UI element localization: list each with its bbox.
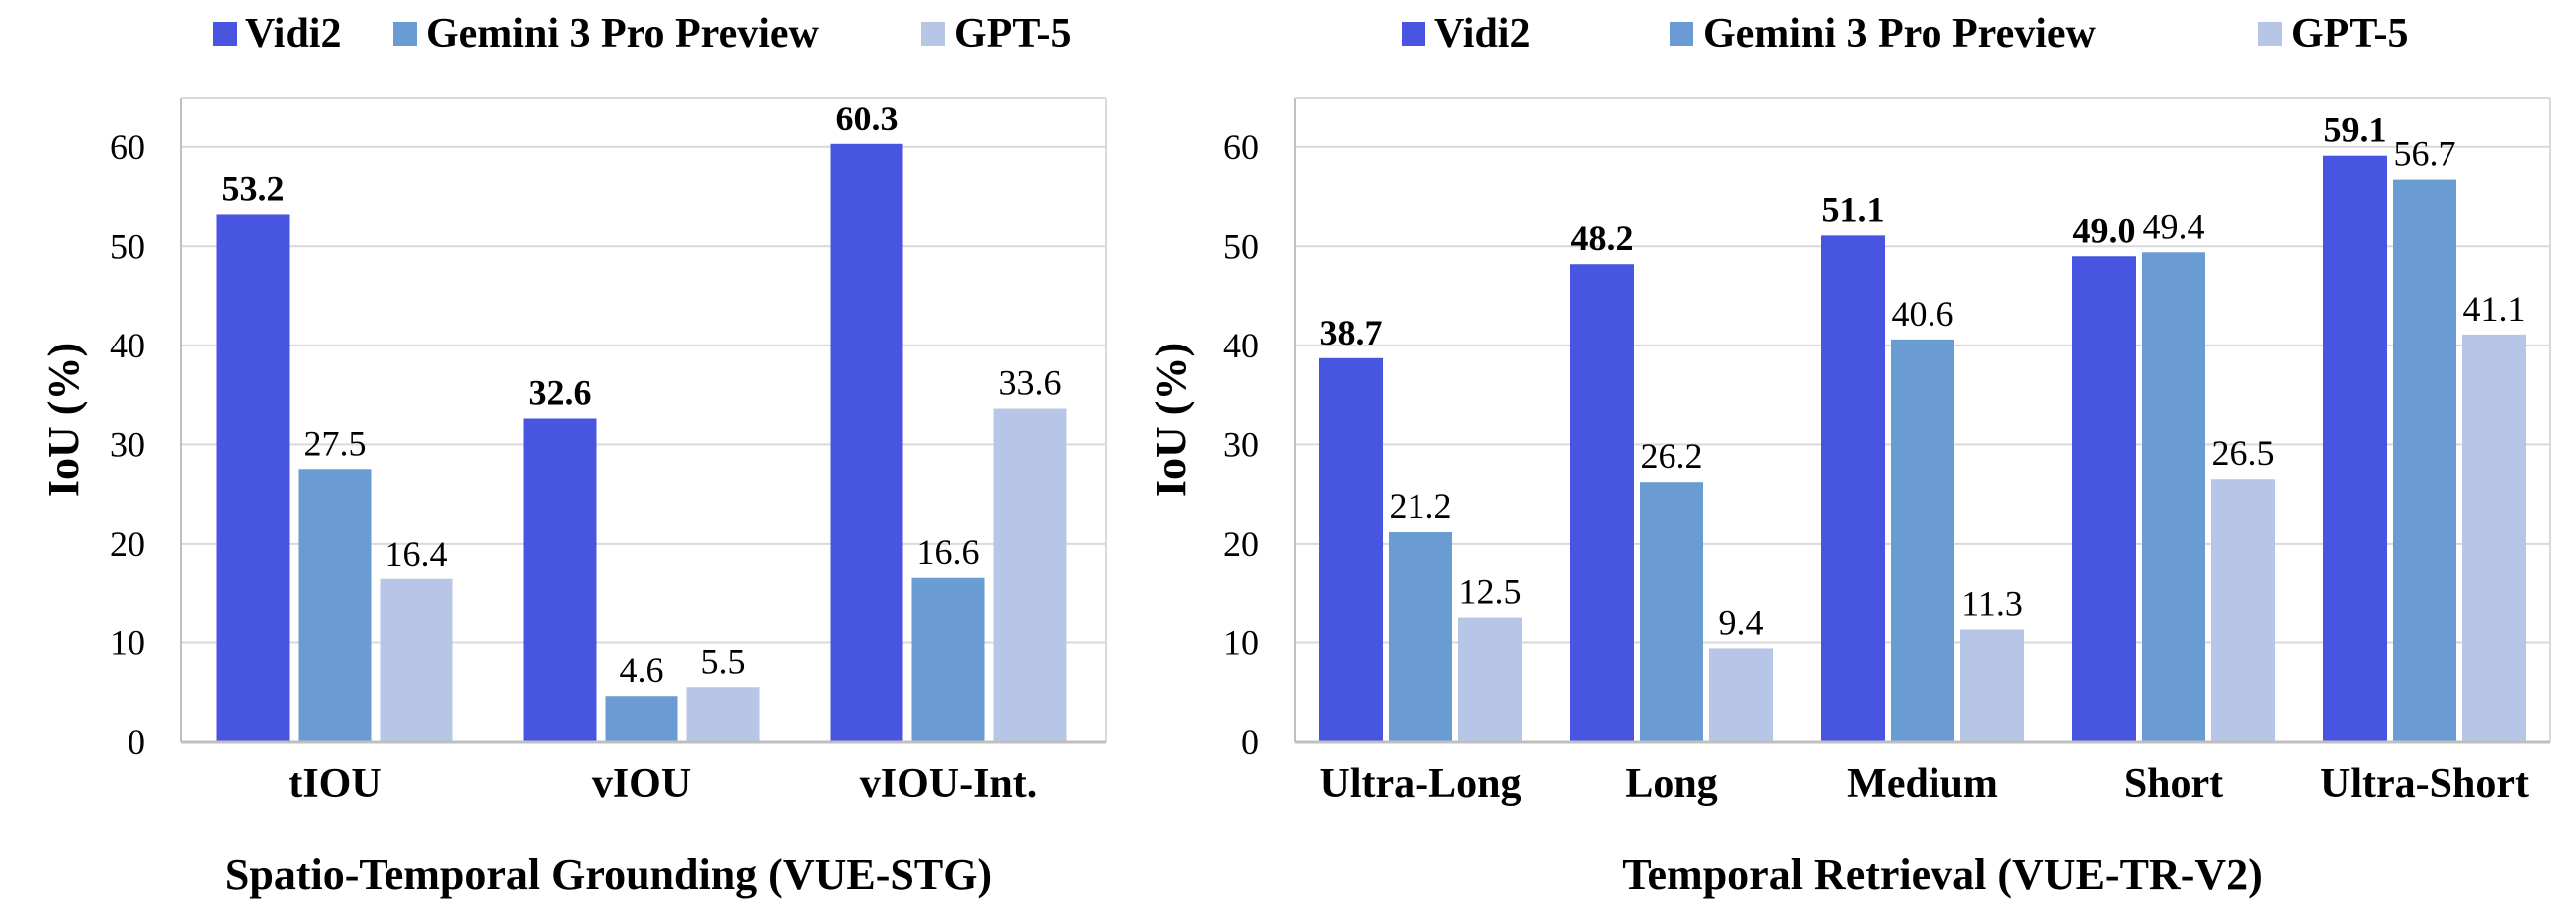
category-label: Ultra-Short — [2320, 761, 2529, 807]
y-tick-label: 40 — [1223, 326, 1259, 365]
bar-value-label: 4.6 — [620, 650, 664, 690]
bar-value-label: 9.4 — [1719, 602, 1764, 642]
y-tick-label: 40 — [110, 326, 145, 365]
chart-temporal-retrieval: 0 10 20 30 40 50 60 38.7 21.2 12.5 Ultra-Long 48.2 2… — [1147, 11, 2551, 899]
bar-gemini — [298, 469, 372, 742]
bar-value-label: 60.3 — [836, 99, 899, 138]
bar-gpt5 — [1960, 629, 2024, 742]
legend-swatch-vidi2 — [1402, 22, 1425, 46]
bar-gpt5 — [2211, 479, 2275, 742]
bar-vidi2 — [2072, 256, 2136, 742]
y-tick-label: 20 — [1223, 524, 1259, 564]
y-tick-label: 60 — [110, 127, 145, 167]
legend-swatch-gemini — [1670, 22, 1693, 46]
legend-swatch-gpt5 — [921, 22, 945, 46]
bar-vidi2 — [1570, 264, 1634, 742]
chart-title: Spatio-Temporal Grounding (VUE-STG) — [225, 850, 992, 899]
legend-swatch-vidi2 — [213, 22, 237, 46]
bar-value-label: 26.5 — [2212, 433, 2275, 473]
bar-value-label: 49.0 — [2073, 210, 2136, 250]
bar-value-label: 51.1 — [1822, 189, 1885, 229]
bar-value-label: 56.7 — [2394, 134, 2456, 174]
bar-gpt5 — [1458, 617, 1522, 742]
bar-gemini — [2142, 252, 2205, 742]
category-label: Short — [2124, 761, 2223, 807]
bar-value-label: 33.6 — [999, 363, 1062, 403]
bar-vidi2 — [1821, 235, 1885, 742]
bar-value-label: 38.7 — [1320, 313, 1383, 352]
bar-gpt5 — [1709, 648, 1773, 742]
bar-gemini — [2393, 179, 2456, 742]
category-label: Ultra-Long — [1320, 761, 1522, 807]
bar-gpt5 — [686, 687, 760, 742]
bar-value-label: 59.1 — [2324, 111, 2387, 150]
y-axis-label: IoU (%) — [39, 343, 88, 497]
y-tick-label: 50 — [1223, 226, 1259, 266]
category-label: Medium — [1847, 761, 1998, 807]
bar-vidi2 — [1319, 357, 1383, 742]
category-label: tIOU — [288, 761, 381, 807]
legend-swatch-gemini — [393, 22, 417, 46]
bar-value-label: 11.3 — [1961, 584, 2023, 624]
bar-value-label: 21.2 — [1390, 486, 1452, 526]
bar-value-label: 5.5 — [701, 641, 746, 681]
bar-value-label: 16.6 — [917, 532, 980, 572]
legend-label: Vidi2 — [1434, 11, 1530, 57]
bar-value-label: 16.4 — [386, 534, 448, 574]
bar-vidi2 — [523, 418, 597, 742]
bar-value-label: 26.2 — [1641, 436, 1703, 476]
bar-gemini — [1891, 339, 1954, 742]
chart-title: Temporal Retrieval (VUE-TR-V2) — [1622, 850, 2263, 899]
bar-gpt5 — [993, 408, 1067, 742]
bar-value-label: 41.1 — [2463, 289, 2526, 329]
legend-label: Gemini 3 Pro Preview — [426, 11, 820, 57]
legend-label: GPT-5 — [2291, 11, 2408, 57]
y-tick-label: 10 — [1223, 622, 1259, 662]
legend-label: Gemini 3 Pro Preview — [1703, 11, 2097, 57]
y-tick-label: 0 — [1241, 722, 1259, 762]
bar-value-label: 12.5 — [1459, 573, 1522, 612]
bar-value-label: 48.2 — [1571, 218, 1634, 258]
y-tick-label: 50 — [110, 226, 145, 266]
bar-value-label: 53.2 — [222, 168, 285, 208]
category-label: Long — [1625, 761, 1717, 807]
bar-gemini — [1640, 482, 1703, 742]
bar-vidi2 — [830, 143, 903, 742]
bar-value-label: 27.5 — [304, 423, 367, 463]
bar-value-label: 40.6 — [1892, 294, 1954, 334]
y-tick-label: 30 — [110, 424, 145, 464]
category-label: vIOU-Int. — [860, 761, 1038, 807]
bar-gemini — [605, 696, 678, 742]
bar-value-label: 49.4 — [2143, 206, 2205, 246]
legend-label: Vidi2 — [245, 11, 341, 57]
bar-gemini — [911, 577, 985, 742]
legend-label: GPT-5 — [954, 11, 1071, 57]
bar-gemini — [1389, 531, 1452, 742]
y-tick-label: 60 — [1223, 127, 1259, 167]
y-tick-label: 0 — [128, 722, 145, 762]
bar-gpt5 — [380, 578, 453, 742]
y-tick-label: 20 — [110, 524, 145, 564]
bar-gpt5 — [2462, 334, 2526, 742]
category-label: vIOU — [592, 761, 691, 807]
bar-value-label: 32.6 — [529, 373, 592, 413]
y-tick-label: 30 — [1223, 424, 1259, 464]
y-axis-label: IoU (%) — [1147, 343, 1195, 497]
bar-vidi2 — [2323, 155, 2387, 743]
bar-vidi2 — [216, 214, 290, 742]
y-tick-label: 10 — [110, 622, 145, 662]
legend-swatch-gpt5 — [2258, 22, 2282, 46]
chart-spatio-temporal-grounding: 0 10 20 30 40 50 60 53.2 27.5 16.4 tIOU 32.6 4.6 5.5 v… — [39, 11, 1107, 899]
